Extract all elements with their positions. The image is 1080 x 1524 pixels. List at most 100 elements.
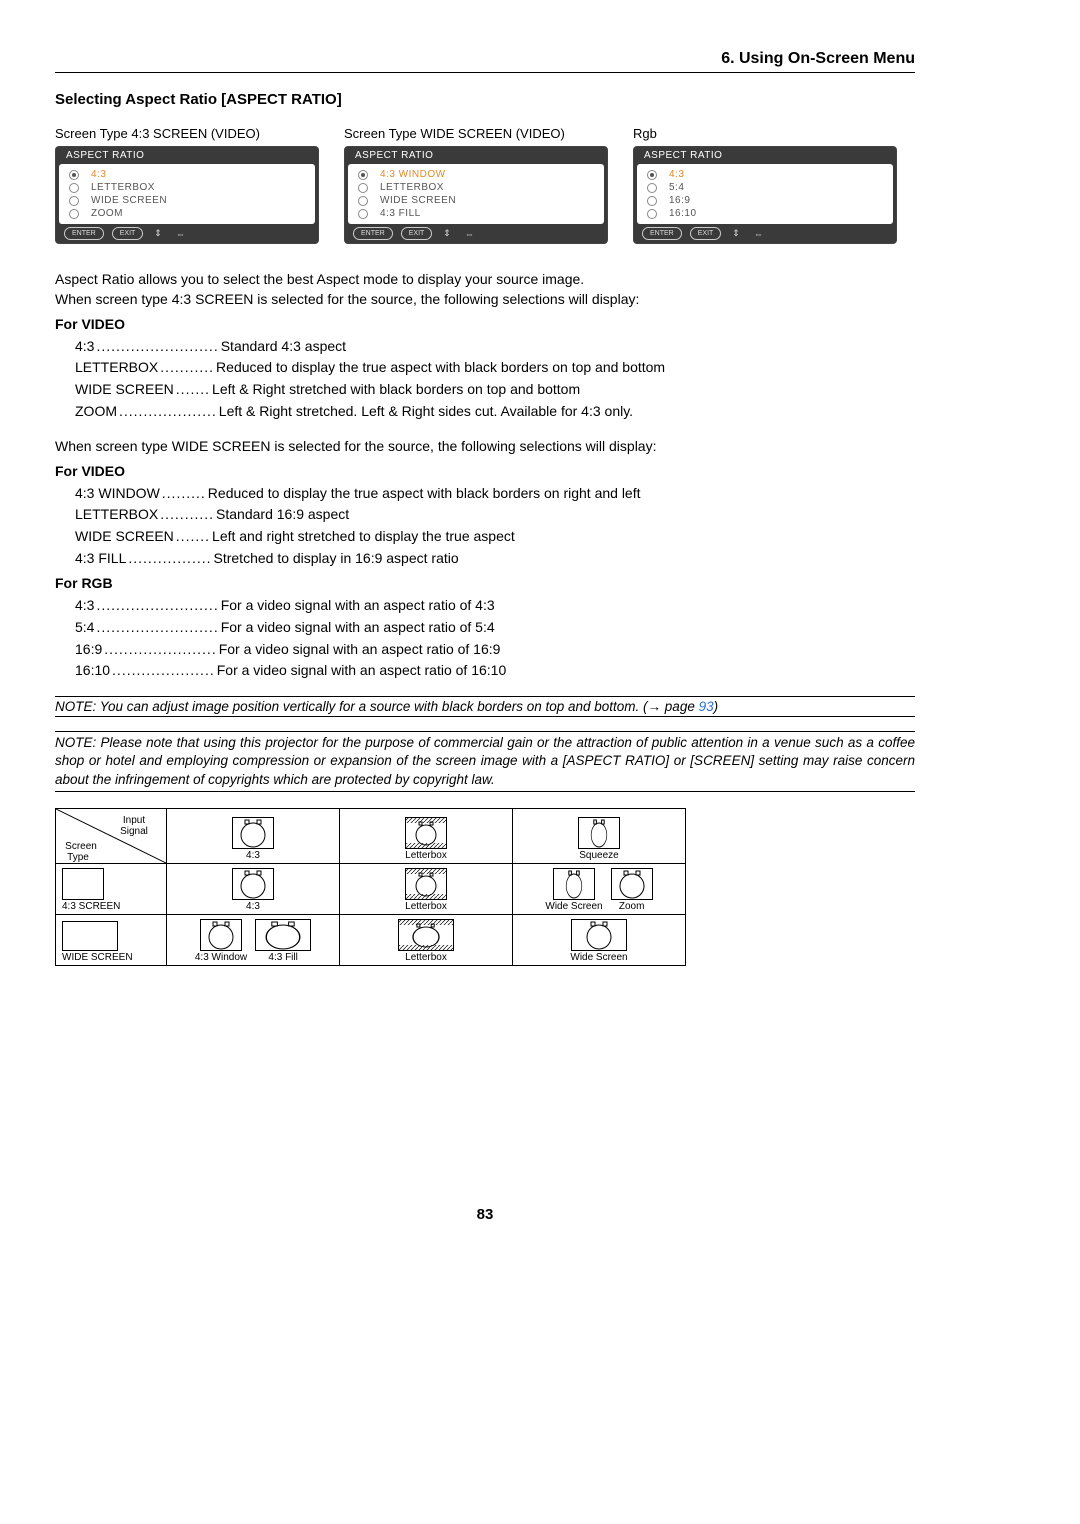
aspect-pictogram: Wide Screen	[545, 868, 602, 912]
svg-text:Signal: Signal	[120, 826, 148, 837]
aspect-pictogram: Letterbox	[405, 868, 447, 912]
dots: .........	[160, 483, 208, 505]
menu-item[interactable]: 16:9	[637, 194, 893, 207]
menu-item-label: 4:3	[91, 169, 106, 180]
menu-footer: ENTER EXIT ⇕ ⇔	[56, 224, 318, 241]
note-1: NOTE: You can adjust image position vert…	[55, 696, 915, 717]
radio-icon	[358, 196, 368, 206]
term: 4:3	[75, 595, 94, 617]
term: 4:3	[75, 336, 94, 358]
definition-list: 4:3 WINDOW......... Reduced to display t…	[75, 483, 915, 570]
menu-item-label: LETTERBOX	[380, 182, 444, 193]
definition-list: 4:3......................... For a video…	[75, 595, 915, 682]
menu-item[interactable]: 4:3 FILL	[348, 207, 604, 220]
term: LETTERBOX	[75, 357, 158, 379]
menu-footer: ENTER EXIT ⇕ ⇔	[345, 224, 607, 241]
menu-item[interactable]: LETTERBOX	[59, 181, 315, 194]
dots: .......	[174, 379, 212, 401]
panel-label: Screen Type WIDE SCREEN (VIDEO)	[344, 126, 608, 141]
term: WIDE SCREEN	[75, 526, 174, 548]
dots: .........................	[94, 595, 220, 617]
table-cell: 4:3 Window4:3 Fill	[167, 914, 340, 965]
definition-row: 4:3......................... Standard 4:…	[75, 336, 915, 358]
menu-item[interactable]: 4:3	[59, 168, 315, 181]
menu-item-label: 16:9	[669, 195, 690, 206]
dots: .........................	[94, 617, 220, 639]
svg-text:Type: Type	[67, 852, 89, 863]
menu-item-label: 5:4	[669, 182, 684, 193]
menu-item[interactable]: WIDE SCREEN	[59, 194, 315, 207]
page-number: 83	[55, 1206, 915, 1223]
exit-button[interactable]: EXIT	[112, 227, 144, 240]
definition-row: 4:3 FILL................. Stretched to d…	[75, 548, 915, 570]
dots: .......	[174, 526, 212, 548]
note-text: NOTE: You can adjust image position vert…	[55, 699, 699, 714]
radio-icon	[69, 209, 79, 219]
aspect-pictogram: Letterbox	[398, 919, 454, 963]
menu-item[interactable]: 5:4	[637, 181, 893, 194]
exit-button[interactable]: EXIT	[690, 227, 722, 240]
term: 16:9	[75, 639, 102, 661]
definition-row: 16:10..................... For a video s…	[75, 660, 915, 682]
chapter-header: 6. Using On-Screen Menu	[55, 50, 915, 73]
table-cell: Letterbox	[340, 914, 513, 965]
updown-icon[interactable]: ⇕	[729, 228, 743, 239]
for-video-wide-heading: For VIDEO	[55, 463, 915, 479]
menu-item[interactable]: LETTERBOX	[348, 181, 604, 194]
menu-item[interactable]: 4:3	[637, 168, 893, 181]
menu-item-label: 4:3 FILL	[380, 208, 421, 219]
table-cell: Wide ScreenZoom	[513, 863, 686, 914]
dots: .................	[126, 548, 213, 570]
wide-intro: When screen type WIDE SCREEN is selected…	[55, 436, 915, 456]
menu-item[interactable]: ZOOM	[59, 207, 315, 220]
page-link[interactable]: 93	[699, 699, 714, 714]
enter-button[interactable]: ENTER	[642, 227, 682, 240]
dots: .......................	[102, 639, 218, 661]
for-video-43-heading: For VIDEO	[55, 316, 915, 332]
enter-button[interactable]: ENTER	[64, 227, 104, 240]
leftright-icon[interactable]: ⇔	[173, 229, 188, 239]
term: WIDE SCREEN	[75, 379, 174, 401]
svg-text:Screen: Screen	[65, 841, 97, 852]
radio-icon	[358, 183, 368, 193]
definition-row: 16:9....................... For a video …	[75, 639, 915, 661]
menu-item[interactable]: 16:10	[637, 207, 893, 220]
dots: ....................	[117, 401, 219, 423]
dots: ...........	[158, 504, 216, 526]
menu-title: ASPECT RATIO	[345, 147, 607, 164]
term: LETTERBOX	[75, 504, 158, 526]
menu-item[interactable]: 4:3 WINDOW	[348, 168, 604, 181]
menu-title: ASPECT RATIO	[56, 147, 318, 164]
desc: Left & Right stretched with black border…	[212, 379, 580, 401]
desc: Left and right stretched to display the …	[212, 526, 515, 548]
dots: ...........	[158, 357, 216, 379]
menu-title: ASPECT RATIO	[634, 147, 896, 164]
radio-icon	[647, 170, 657, 180]
desc: For a video signal with an aspect ratio …	[221, 617, 495, 639]
definition-row: 5:4......................... For a video…	[75, 617, 915, 639]
desc: For a video signal with an aspect ratio …	[221, 595, 495, 617]
intro-line: When screen type 4:3 SCREEN is selected …	[55, 289, 915, 309]
updown-icon[interactable]: ⇕	[151, 228, 165, 239]
aspect-pictogram: 4:3	[232, 868, 274, 912]
leftright-icon[interactable]: ⇔	[751, 229, 766, 239]
intro-text: Aspect Ratio allows you to select the be…	[55, 269, 915, 310]
term: 16:10	[75, 660, 110, 682]
desc: Left & Right stretched. Left & Right sid…	[219, 401, 633, 423]
desc: Stretched to display in 16:9 aspect rati…	[214, 548, 459, 570]
menu-item-label: WIDE SCREEN	[380, 195, 456, 206]
exit-button[interactable]: EXIT	[401, 227, 433, 240]
table-row-header: WIDE SCREEN	[56, 914, 167, 965]
menu-item[interactable]: WIDE SCREEN	[348, 194, 604, 207]
panel-label: Rgb	[633, 126, 897, 141]
aspect-comparison-table: InputSignalScreenType4:3LetterboxSqueeze…	[55, 808, 686, 966]
desc: Standard 4:3 aspect	[221, 336, 346, 358]
table-col-header: 4:3	[167, 808, 340, 863]
radio-icon	[69, 196, 79, 206]
menu-footer: ENTER EXIT ⇕ ⇔	[634, 224, 896, 241]
aspect-pictogram: 4:3	[232, 817, 274, 861]
enter-button[interactable]: ENTER	[353, 227, 393, 240]
updown-icon[interactable]: ⇕	[440, 228, 454, 239]
leftright-icon[interactable]: ⇔	[462, 229, 477, 239]
aspect-ratio-menu: ASPECT RATIO 4:3 WINDOWLETTERBOX WIDE SCRE…	[344, 146, 608, 244]
